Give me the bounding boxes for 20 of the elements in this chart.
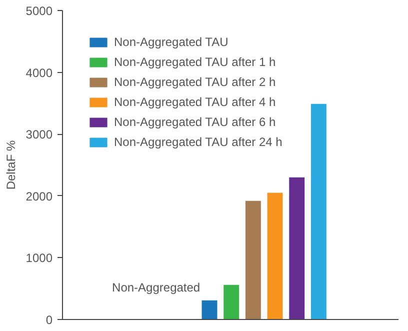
bar (267, 192, 283, 320)
legend-label: Non-Aggregated TAU after 1 h (114, 55, 276, 69)
bar (224, 284, 240, 320)
legend-label: Non-Aggregated TAU after 24 h (114, 135, 282, 149)
y-axis-title: DeltaF % (4, 140, 18, 190)
legend-label: Non-Aggregated TAU (114, 35, 228, 49)
annotation: Non-Aggregated (112, 280, 200, 294)
y-tick-label: 0 (46, 313, 53, 327)
y-tick-label: 3000 (26, 128, 53, 142)
y-tick-label: 5000 (26, 4, 53, 18)
bar (202, 300, 218, 320)
legend-label: Non-Aggregated TAU after 2 h (114, 75, 276, 89)
legend-label: Non-Aggregated TAU after 6 h (114, 115, 276, 129)
y-tick-label: 4000 (26, 66, 53, 80)
legend-label: Non-Aggregated TAU after 4 h (114, 95, 276, 109)
y-tick-label: 2000 (26, 189, 53, 204)
bar (310, 104, 326, 320)
bar (245, 200, 261, 320)
y-tick-label: 1000 (26, 251, 53, 266)
bar (289, 177, 305, 320)
